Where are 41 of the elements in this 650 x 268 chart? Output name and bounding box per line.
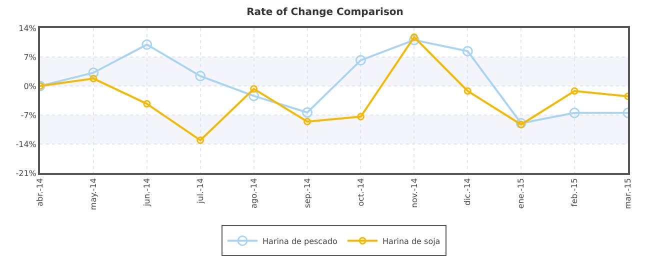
point	[569, 108, 580, 118]
x-tick-label: oct.-14	[356, 178, 366, 206]
point	[570, 87, 578, 95]
chart-title: Rate of Change Comparison	[246, 7, 404, 18]
point	[250, 85, 258, 93]
point	[248, 90, 260, 102]
point	[408, 34, 420, 46]
point	[517, 120, 525, 128]
point	[142, 39, 152, 50]
x-tick-label: dic.-14	[463, 178, 472, 206]
point	[143, 100, 151, 108]
x-tick-label: nov.-14	[410, 178, 419, 208]
y-tick-label: 0%	[24, 82, 37, 91]
x-tick-label: jun.-14	[142, 178, 152, 208]
x-tick-label: ago.-14	[249, 178, 258, 209]
y-tick-label: 14%	[18, 24, 37, 33]
point	[195, 70, 206, 82]
point	[516, 118, 526, 129]
legend-label: Harina de pescado	[262, 236, 338, 246]
x-tick-label: mar.-15	[624, 178, 633, 210]
point	[462, 46, 473, 56]
y-tick-label: -7%	[20, 110, 37, 120]
x-tick-label: feb.-15	[570, 178, 580, 207]
y-tick-label: -14%	[16, 140, 37, 149]
point	[356, 112, 364, 120]
y-tick-label: -21%	[16, 168, 37, 178]
x-tick-label: abr.-14	[36, 178, 45, 206]
point	[355, 55, 366, 66]
point	[90, 74, 98, 82]
point	[88, 67, 99, 78]
point	[410, 33, 418, 41]
y-tick-label: 7%	[24, 52, 37, 62]
x-tick-label: sep.-14	[302, 178, 312, 208]
point	[196, 136, 204, 144]
legend-label: Harina de soja	[382, 236, 440, 246]
point	[304, 118, 312, 126]
point	[302, 107, 313, 118]
point	[464, 87, 472, 95]
x-tick-label: ene.-15	[516, 178, 526, 209]
x-tick-label: jul.-14	[196, 178, 205, 204]
x-tick-label: may.-14	[89, 178, 98, 210]
